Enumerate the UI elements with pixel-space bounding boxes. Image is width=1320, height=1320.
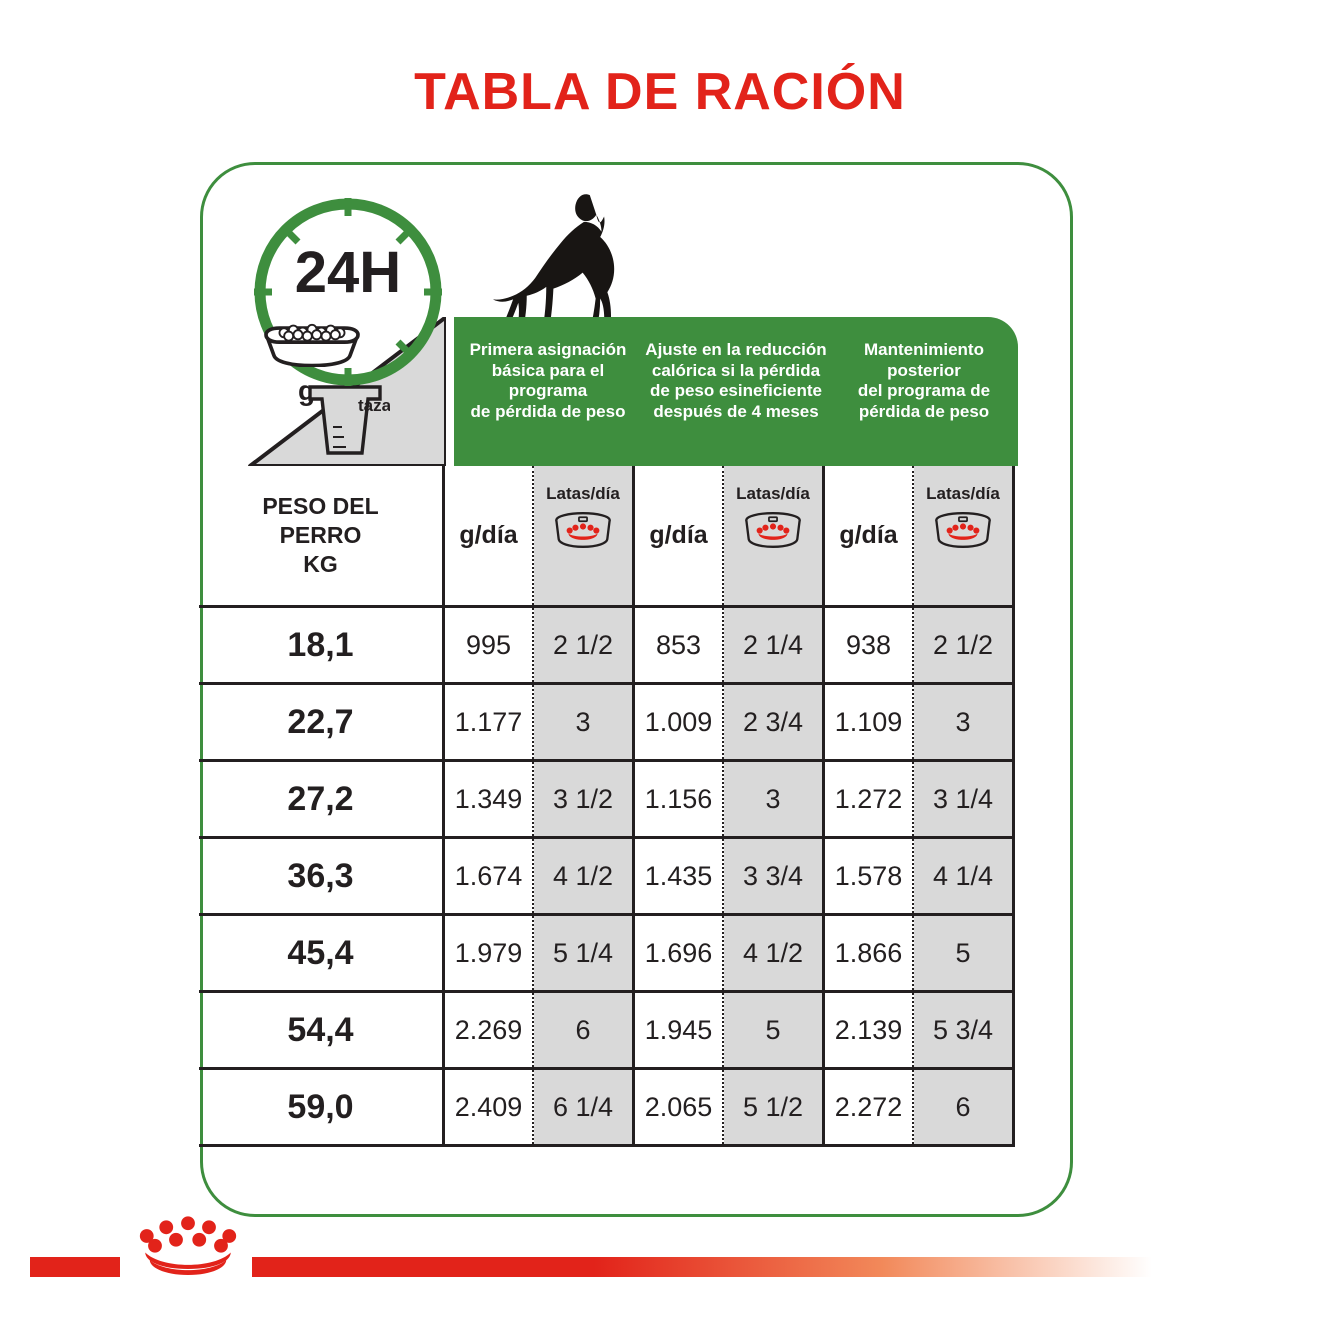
svg-text:taza: taza bbox=[358, 396, 390, 415]
svg-text:24H: 24H bbox=[295, 240, 401, 305]
